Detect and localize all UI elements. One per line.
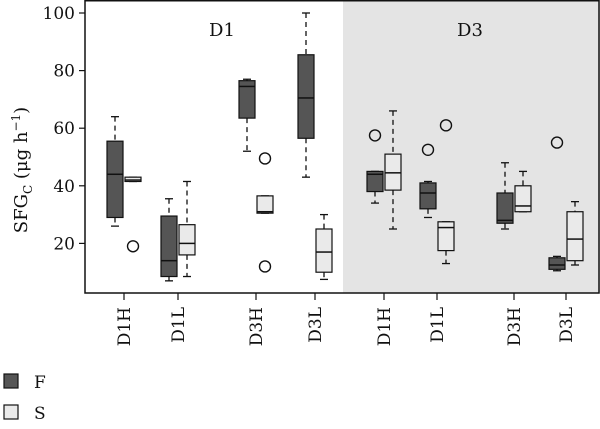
panel-labels: D1 D3 — [209, 20, 483, 41]
outlier-point — [550, 136, 564, 149]
legend-swatch-f — [3, 373, 19, 389]
box-body — [548, 257, 566, 270]
box-s-d1l-2 — [178, 180, 196, 278]
box-f-d3h-7 — [496, 162, 514, 230]
y-axis: 20 40 60 80 100 — [43, 4, 85, 254]
box-body — [160, 215, 178, 278]
x-tick-label-d3h-3: D3H — [247, 307, 267, 346]
box-body — [419, 182, 437, 210]
legend: FS — [3, 373, 46, 424]
x-tick-label-d1l-6: D1L — [428, 307, 448, 343]
y-tick-label-100: 100 — [43, 4, 75, 24]
box-s-d3l-4 — [315, 213, 333, 281]
box-body — [566, 211, 584, 262]
y-tick-label-80: 80 — [53, 62, 75, 82]
box-s-d3h-3 — [256, 152, 274, 273]
y-axis-title-sub: C — [21, 185, 35, 194]
panel-label-d3: D3 — [457, 20, 483, 41]
y-tick-label-40: 40 — [53, 177, 75, 197]
y-axis-title-unit-sup: −1 — [9, 114, 23, 132]
box-body — [514, 185, 532, 213]
plot-frame — [84, 0, 600, 294]
box-body — [256, 195, 274, 214]
outlier-point — [439, 119, 453, 132]
outlier-point — [368, 129, 382, 142]
box-body — [238, 80, 256, 119]
box-s-d1h-5 — [384, 110, 402, 230]
legend-label-s: S — [34, 404, 46, 424]
y-axis-title-unit-open: (μg h — [11, 131, 32, 185]
box-f-d3l-8 — [548, 136, 566, 272]
box-f-d1l-2 — [160, 198, 178, 282]
outlier-point — [258, 260, 272, 273]
box-body — [106, 140, 124, 219]
x-axis: D1H D1L D3H D3L D1H D1L D3H D3L — [115, 293, 577, 346]
legend-swatch-s — [3, 404, 19, 420]
outlier-point — [126, 240, 140, 253]
panel-bg-d1 — [85, 0, 343, 293]
box-s-d1h-1 — [124, 176, 142, 253]
legend-item-f: F — [3, 373, 46, 393]
y-axis-title-unit-close: ) — [11, 107, 32, 114]
y-tick-label-60: 60 — [53, 119, 75, 139]
box-body — [496, 192, 514, 224]
box-body — [297, 54, 315, 139]
outlier-point — [421, 143, 435, 157]
legend-label-f: F — [34, 373, 46, 393]
box-s-d1l-6 — [437, 119, 455, 265]
box-f-d1h-5 — [366, 129, 384, 204]
box-body — [178, 224, 196, 256]
box-s-d3l-8 — [566, 200, 584, 266]
y-tick-label-20: 20 — [53, 234, 75, 254]
box-f-d1h-1 — [106, 116, 124, 227]
box-s-d3h-7 — [514, 170, 532, 213]
box-body — [366, 170, 384, 193]
x-tick-label-d3l-8: D3L — [557, 307, 577, 343]
x-tick-label-d1h-1: D1H — [115, 307, 135, 346]
box-f-d1l-6 — [419, 143, 437, 219]
panel-bg-d3 — [343, 0, 600, 293]
box-body — [315, 228, 333, 273]
x-tick-label-d3h-7: D3H — [505, 307, 525, 346]
boxes — [106, 12, 584, 282]
y-axis-title: SFGC (μg h−1) — [9, 107, 35, 233]
box-f-d3l-4 — [297, 12, 315, 178]
outlier-point — [258, 152, 272, 165]
box-body — [437, 221, 455, 252]
box-f-d3h-3 — [238, 78, 256, 152]
x-tick-label-d3l-4: D3L — [306, 307, 326, 343]
y-axis-label: SFGC (μg h−1) — [9, 107, 35, 233]
legend-item-s: S — [3, 404, 46, 424]
panel-label-d1: D1 — [209, 20, 235, 41]
y-axis-title-main: SFG — [11, 194, 32, 233]
x-tick-label-d1h-5: D1H — [375, 307, 395, 346]
x-tick-label-d1l-2: D1L — [169, 307, 189, 343]
